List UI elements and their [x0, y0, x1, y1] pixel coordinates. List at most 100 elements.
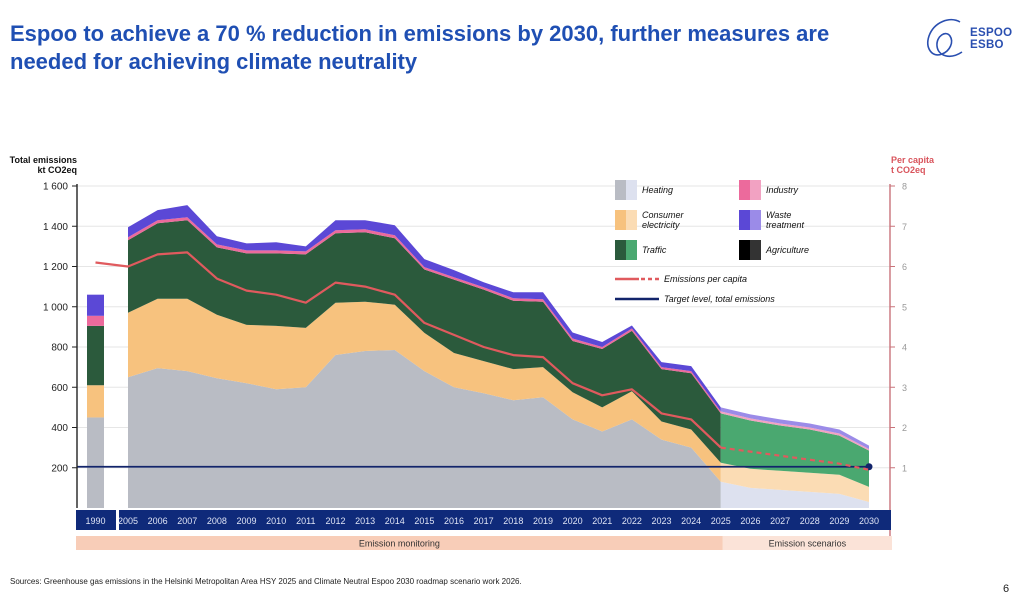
legend-label: Waste treatment — [766, 210, 805, 230]
legend-item-target: Target level, total emissions — [615, 294, 775, 304]
y2-tick-label: 4 — [902, 343, 907, 353]
x-tick-label: 2022 — [622, 516, 642, 526]
y2-tick-label: 7 — [902, 222, 907, 232]
y2-tick-label: 3 — [902, 383, 907, 393]
y-tick-label: 1 200 — [43, 262, 68, 273]
y-tick-label: 800 — [51, 343, 68, 354]
band-label-scenarios: Emission scenarios — [769, 539, 847, 549]
area-consumer-electricity-scenario — [720, 462, 869, 502]
legend-label: Emissions per capita — [664, 274, 748, 284]
legend-item-consumer-electricity: Consumer electricity — [615, 210, 702, 230]
x-tick-label: 2019 — [533, 516, 553, 526]
legend-label: Industry — [766, 185, 799, 195]
x-tick-label: 2020 — [563, 516, 583, 526]
x-tick-label: 1990 — [85, 516, 105, 526]
bar-1990-traffic — [87, 325, 104, 386]
legend-line-target — [615, 297, 659, 301]
bar-1990-waste-treatment — [87, 294, 104, 316]
x-tick-label: 2027 — [770, 516, 790, 526]
legend-label: Target level, total emissions — [664, 294, 775, 304]
y-tick-label: 200 — [51, 463, 68, 474]
x-tick-label: 2009 — [237, 516, 257, 526]
area-industry-scenario — [720, 411, 869, 451]
x-tick-label: 2018 — [503, 516, 523, 526]
x-tick-label: 2006 — [148, 516, 168, 526]
x-tick-label: 2021 — [592, 516, 612, 526]
legend-item-traffic: Traffic — [615, 240, 666, 260]
y-axis-title-right: Per capita t CO2eq — [891, 155, 934, 175]
x-tick-label: 2030 — [859, 516, 879, 526]
y2-axis-title-line1: Per capita — [891, 155, 935, 165]
band-emission-scenarios — [722, 536, 892, 550]
y-tick-label: 600 — [51, 383, 68, 394]
y-tick-label: 1 600 — [43, 182, 68, 193]
legend-swatch-consumer-electricity — [615, 210, 637, 230]
legend-swatch-heating — [615, 180, 637, 200]
legend-swatch-industry — [739, 180, 761, 200]
legend-label: Agriculture — [766, 245, 810, 255]
legend-label: Heating — [642, 185, 674, 195]
band-label-monitoring: Emission monitoring — [359, 539, 440, 549]
x-tick-label: 2010 — [266, 516, 286, 526]
page-number: 6 — [1003, 583, 1010, 595]
area-traffic-scenario — [720, 413, 869, 487]
bar-1990-consumer-electricity — [87, 385, 104, 418]
x-tick-label: 2029 — [829, 516, 849, 526]
slide-title: Espoo to achieve a 70 % reduction in emi… — [10, 21, 830, 74]
y-tick-label: 400 — [51, 423, 68, 434]
x-tick-label: 2025 — [711, 516, 731, 526]
x-tick-label: 2017 — [474, 516, 494, 526]
espoo-logo: ESPOO ESBO — [920, 14, 1020, 64]
legend-swatch-traffic — [615, 240, 637, 260]
x-tick-label: 2008 — [207, 516, 227, 526]
area-heating-monitoring — [128, 350, 721, 508]
legend-swatch-agriculture — [739, 240, 761, 260]
legend-item-industry: Industry — [739, 180, 798, 200]
logo-line-2: ESBO — [970, 39, 1004, 51]
area-waste-treatment-scenario — [720, 407, 869, 449]
y-tick-label: 1 000 — [43, 302, 68, 313]
year-strip-1990 — [76, 510, 116, 530]
y-axis-title-line2: kt CO2eq — [37, 165, 77, 175]
legend-item-agriculture: Agriculture — [739, 240, 809, 260]
per-capita-line-projected — [720, 446, 870, 471]
legend-swatch-waste-treatment — [739, 210, 761, 230]
y2-axis-title-line2: t CO2eq — [891, 165, 926, 175]
legend-label: Traffic — [642, 245, 667, 255]
x-tick-label: 2026 — [740, 516, 760, 526]
legend-line-per-capita — [615, 277, 659, 281]
y2-tick-label: 1 — [902, 463, 907, 473]
y-axis-title-line1: Total emissions — [9, 155, 77, 165]
x-tick-label: 2014 — [385, 516, 405, 526]
x-tick-label: 2012 — [325, 516, 345, 526]
x-tick-label: 2005 — [118, 516, 138, 526]
y2-tick-label: 5 — [902, 302, 907, 312]
y-axis-title-left: Total emissions kt CO2eq — [2, 155, 77, 175]
chart-legend: Heating Consumer electricity Traffic Ind… — [615, 178, 855, 308]
x-tick-label: 2011 — [296, 516, 315, 526]
y-tick-label: 1 400 — [43, 222, 68, 233]
area-traffic-monitoring — [128, 220, 721, 463]
legend-item-per-capita: Emissions per capita — [615, 274, 747, 284]
y2-tick-label: 2 — [902, 423, 907, 433]
x-tick-label: 2016 — [444, 516, 464, 526]
legend-item-waste-treatment: Waste treatment — [739, 210, 816, 230]
year-strip — [119, 510, 891, 530]
per-capita-line — [95, 251, 722, 449]
bar-1990-heating — [87, 417, 104, 508]
espoo-swirl-icon — [927, 18, 963, 58]
area-heating-scenario — [720, 481, 869, 508]
x-tick-label: 2015 — [414, 516, 434, 526]
area-consumer-electricity-monitoring — [128, 298, 721, 482]
bar-1990-industry — [87, 315, 104, 326]
logo-text: ESPOO ESBO — [970, 27, 1012, 51]
y2-tick-label: 8 — [902, 182, 907, 192]
x-tick-label: 2028 — [800, 516, 820, 526]
legend-label: Consumer electricity — [642, 210, 684, 230]
logo-line-1: ESPOO — [970, 27, 1013, 39]
x-tick-label: 2023 — [652, 516, 672, 526]
sources-note: Sources: Greenhouse gas emissions in the… — [10, 577, 522, 586]
y2-tick-label: 6 — [902, 262, 907, 272]
band-emission-monitoring — [76, 536, 723, 550]
